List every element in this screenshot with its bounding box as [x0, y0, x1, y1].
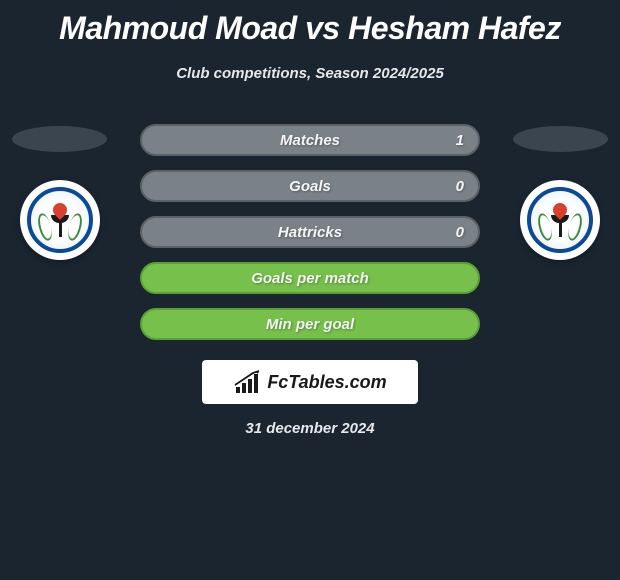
- stat-value: 1: [456, 132, 464, 149]
- stat-label: Min per goal: [266, 316, 354, 333]
- stat-label: Goals per match: [251, 270, 369, 287]
- chart-icon: [233, 369, 263, 395]
- badge-inner-right: [527, 187, 593, 253]
- stat-bar-min-per-goal: Min per goal: [140, 308, 480, 340]
- stat-bar-matches: Matches 1: [140, 124, 480, 156]
- brand-box: FcTables.com: [202, 360, 418, 404]
- player-shadow-right: [513, 126, 608, 152]
- stat-value: 0: [456, 178, 464, 195]
- brand-text: FcTables.com: [267, 372, 386, 393]
- stat-bar-goals-per-match: Goals per match: [140, 262, 480, 294]
- club-badge-left: [20, 180, 100, 260]
- badge-inner-left: [27, 187, 93, 253]
- stat-label: Goals: [289, 178, 331, 195]
- season-subtitle: Club competitions, Season 2024/2025: [0, 65, 620, 82]
- stat-label: Hattricks: [278, 224, 342, 241]
- stat-label: Matches: [280, 132, 340, 149]
- stat-bar-goals: Goals 0: [140, 170, 480, 202]
- comparison-title: Mahmoud Moad vs Hesham Hafez: [0, 0, 620, 47]
- player-shadow-left: [12, 126, 107, 152]
- stat-value: 0: [456, 224, 464, 241]
- club-badge-right: [520, 180, 600, 260]
- stat-bar-hattricks: Hattricks 0: [140, 216, 480, 248]
- footer-date: 31 december 2024: [0, 420, 620, 437]
